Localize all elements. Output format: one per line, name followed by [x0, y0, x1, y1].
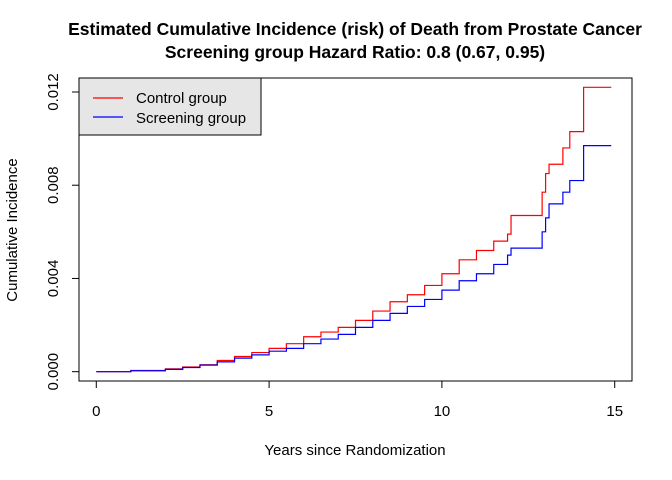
y-tick-label: 0.008	[45, 166, 62, 204]
legend: Control group Screening group	[78, 77, 262, 136]
x-tick-label: 10	[434, 403, 451, 420]
x-axis: 0 5 10 15	[92, 380, 623, 420]
y-axis: 0.000 0.004 0.008 0.012	[45, 73, 80, 391]
legend-box	[78, 77, 262, 136]
y-axis-label: Cumulative Incidence	[4, 158, 21, 301]
y-tick-label: 0.012	[45, 73, 62, 111]
series-line-1	[96, 144, 612, 373]
legend-label-screening: Screening group	[136, 110, 246, 127]
chart-subtitle: Screening group Hazard Ratio: 0.8 (0.67,…	[165, 42, 545, 62]
x-tick-label: 0	[92, 403, 100, 420]
y-tick-label: 0.004	[45, 260, 62, 298]
legend-label-control: Control group	[136, 90, 227, 107]
chart-title: Estimated Cumulative Incidence (risk) of…	[68, 19, 642, 39]
series-line-0	[96, 86, 612, 373]
series-layer	[96, 86, 612, 373]
y-tick-label: 0.000	[45, 353, 62, 391]
x-axis-label: Years since Randomization	[264, 442, 445, 459]
x-tick-label: 5	[265, 403, 273, 420]
x-tick-label: 15	[606, 403, 623, 420]
